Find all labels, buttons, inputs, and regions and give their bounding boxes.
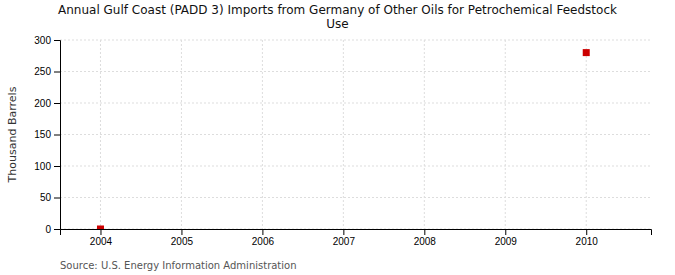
x-tick-label: 2010 [576, 236, 599, 247]
y-tick-mark [54, 103, 60, 104]
x-tick: 2007 [333, 229, 356, 247]
x-tick: 2010 [576, 229, 599, 247]
grid-line-x [586, 40, 587, 229]
y-tick: 250 [34, 66, 60, 77]
y-tick-mark [54, 198, 60, 199]
x-tick-label: 2009 [495, 236, 518, 247]
x-tick: 2004 [90, 229, 113, 247]
y-tick-mark [54, 135, 60, 136]
y-tick-label: 150 [34, 129, 51, 140]
y-axis: 0 50 100 150 200 250 300 [34, 35, 60, 235]
x-tick-mark [424, 229, 425, 235]
title-line: Annual Gulf Coast (PADD 3) Imports from … [58, 3, 617, 17]
x-tick-mark [343, 229, 344, 235]
y-tick: 300 [34, 35, 60, 46]
grid-line-x [424, 40, 425, 229]
y-tick-label: 200 [34, 98, 51, 109]
x-tick-label: 2006 [252, 236, 275, 247]
x-tick-label: 2008 [414, 236, 437, 247]
grid-line-x [100, 40, 101, 229]
grid-line-y [60, 103, 651, 104]
grid-line-y [60, 40, 651, 41]
x-tick-mark [505, 229, 506, 235]
y-tick: 0 [45, 224, 60, 235]
x-axis-line [61, 230, 652, 236]
chart: 2004 2005 2006 2007 2008 2009 2010 0 50 100 150 200… [0, 0, 675, 275]
plot-area: 2004 2005 2006 2007 2008 2009 2010 0 50 100 150 200… [34, 35, 651, 247]
grid-line-y [60, 134, 651, 135]
x-tick: 2009 [495, 229, 518, 247]
grid-line-y [60, 197, 651, 198]
grid-line-y [60, 71, 651, 72]
x-tick-mark [586, 229, 587, 235]
x-tick-mark [181, 229, 182, 235]
grid-line-x [181, 40, 182, 229]
x-axis: 2004 2005 2006 2007 2008 2009 2010 [61, 229, 652, 247]
y-axis-line [54, 41, 61, 230]
grid-line-x [262, 40, 263, 229]
x-tick-label: 2004 [90, 236, 113, 247]
source-note: Source: U.S. Energy Information Administ… [60, 260, 297, 271]
y-tick-label: 100 [34, 161, 51, 172]
title-line: Use [326, 17, 348, 31]
x-tick-mark [100, 229, 101, 235]
y-tick-mark [54, 40, 60, 41]
x-tick-label: 2005 [171, 236, 194, 247]
points [97, 49, 590, 229]
y-tick: 150 [34, 129, 60, 140]
y-tick: 100 [34, 161, 60, 172]
y-tick: 50 [40, 192, 60, 203]
grid-line-x [343, 40, 344, 229]
x-tick: 2005 [171, 229, 194, 247]
point [583, 49, 590, 56]
x-tick: 2008 [414, 229, 437, 247]
y-tick-label: 50 [40, 192, 52, 203]
point [97, 226, 104, 230]
grid-line-x [505, 40, 506, 229]
grid-line-y [60, 166, 651, 167]
x-tick: 2006 [252, 229, 275, 247]
y-tick-label: 250 [34, 66, 51, 77]
y-tick-mark [54, 72, 60, 73]
title: Annual Gulf Coast (PADD 3) Imports from … [58, 3, 617, 31]
y-axis-title: Thousand Barrels [6, 86, 19, 183]
y-tick: 200 [34, 98, 60, 109]
y-tick-label: 300 [34, 35, 51, 46]
x-tick-label: 2007 [333, 236, 356, 247]
grid [60, 40, 651, 229]
y-tick-mark [54, 229, 60, 230]
x-tick-mark [262, 229, 263, 235]
y-tick-label: 0 [45, 224, 51, 235]
y-tick-mark [54, 166, 60, 167]
